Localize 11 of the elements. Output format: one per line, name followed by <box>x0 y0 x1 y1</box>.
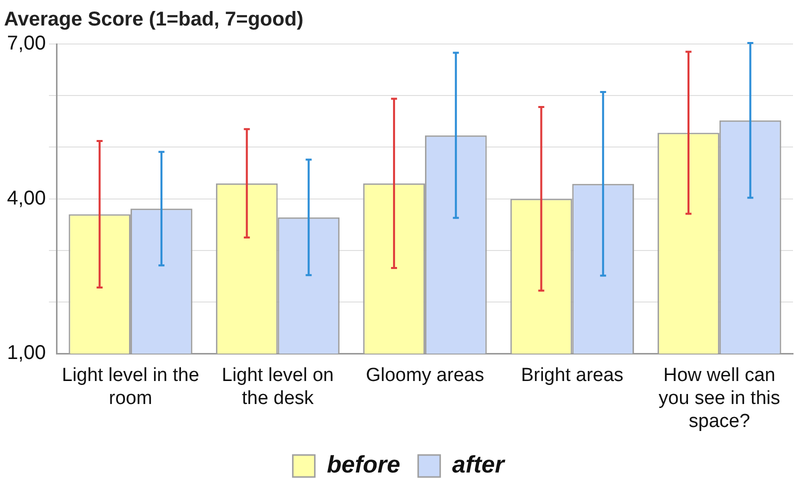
x-tick-label: Light level in the room <box>62 365 200 410</box>
x-tick-label: How well can you see in this space? <box>658 365 780 432</box>
legend-label: after <box>452 452 506 479</box>
legend-label: before <box>326 452 400 479</box>
x-tick-label: Bright areas <box>520 365 624 386</box>
y-tick-label: 7,00 <box>6 32 46 55</box>
x-tick-label: Gloomy areas <box>366 365 484 386</box>
y-tick-label: 1,00 <box>6 342 46 364</box>
x-tick-label: Light level on the desk <box>222 365 334 410</box>
y-tick-label: 4,00 <box>6 187 46 210</box>
chart-title: Average Score (1=bad, 7=good) <box>4 8 304 31</box>
